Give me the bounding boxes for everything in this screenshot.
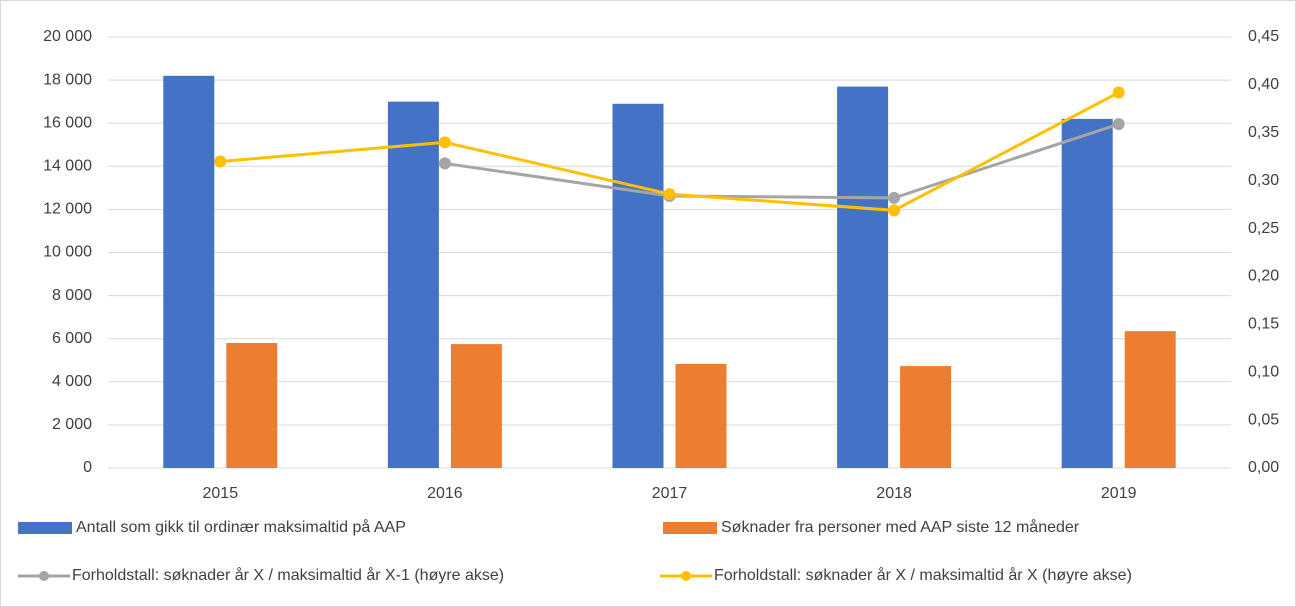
y2-tick-label: 0,45 [1248,28,1279,45]
bar [900,366,952,468]
line-marker [663,188,676,201]
bar [450,344,502,468]
legend-label: Forholdstall: søknader år X / maksimalti… [714,566,1132,584]
legend-swatch [663,522,717,534]
bar [163,75,215,468]
y-tick-label: 0 [83,459,92,476]
y2-tick-label: 0,10 [1248,363,1279,380]
y-tick-label: 2 000 [52,416,92,433]
legend-marker [39,571,49,581]
bar [1061,118,1113,468]
y2-tick-label: 0,25 [1248,220,1279,237]
bar [226,343,278,468]
bar [1124,331,1176,468]
y2-tick-label: 0,30 [1248,172,1279,189]
y2-tick-label: 0,00 [1248,459,1279,476]
bar [387,101,439,469]
x-tick-label: 2017 [652,485,688,502]
y-tick-label: 4 000 [52,373,92,390]
x-tick-label: 2019 [1101,485,1137,502]
x-tick-label: 2015 [203,485,239,502]
y2-tick-label: 0,15 [1248,316,1279,333]
line-marker [438,136,451,149]
line-series [444,122,1120,200]
line-marker [1112,118,1125,131]
line-marker [438,157,451,170]
bar [837,86,889,468]
line-marker [888,191,901,204]
x-tick-label: 2016 [427,485,463,502]
legend-label: Antall som gikk til ordinær maksimaltid … [76,518,406,536]
y-tick-label: 18 000 [43,71,92,88]
y2-tick-label: 0,40 [1248,76,1279,93]
bar [612,103,664,469]
y-tick-label: 6 000 [52,330,92,347]
y2-tick-label: 0,20 [1248,268,1279,285]
legend-swatch [18,522,72,534]
legend-label: Forholdstall: søknader år X / maksimalti… [72,566,504,584]
y-tick-label: 10 000 [43,244,92,261]
y-tick-label: 20 000 [43,28,92,45]
y2-tick-label: 0,35 [1248,124,1279,141]
legend-marker [681,571,691,581]
legend-label: Søknader fra personer med AAP siste 12 m… [721,518,1080,536]
line-marker [214,155,227,168]
y-tick-label: 14 000 [43,158,92,175]
y-tick-label: 8 000 [52,287,92,304]
y2-tick-label: 0,05 [1248,411,1279,428]
line-marker [1112,86,1125,99]
bar [675,363,727,468]
line-marker [888,204,901,217]
y-tick-label: 12 000 [43,201,92,218]
x-tick-label: 2018 [876,485,912,502]
y-tick-label: 16 000 [43,114,92,131]
